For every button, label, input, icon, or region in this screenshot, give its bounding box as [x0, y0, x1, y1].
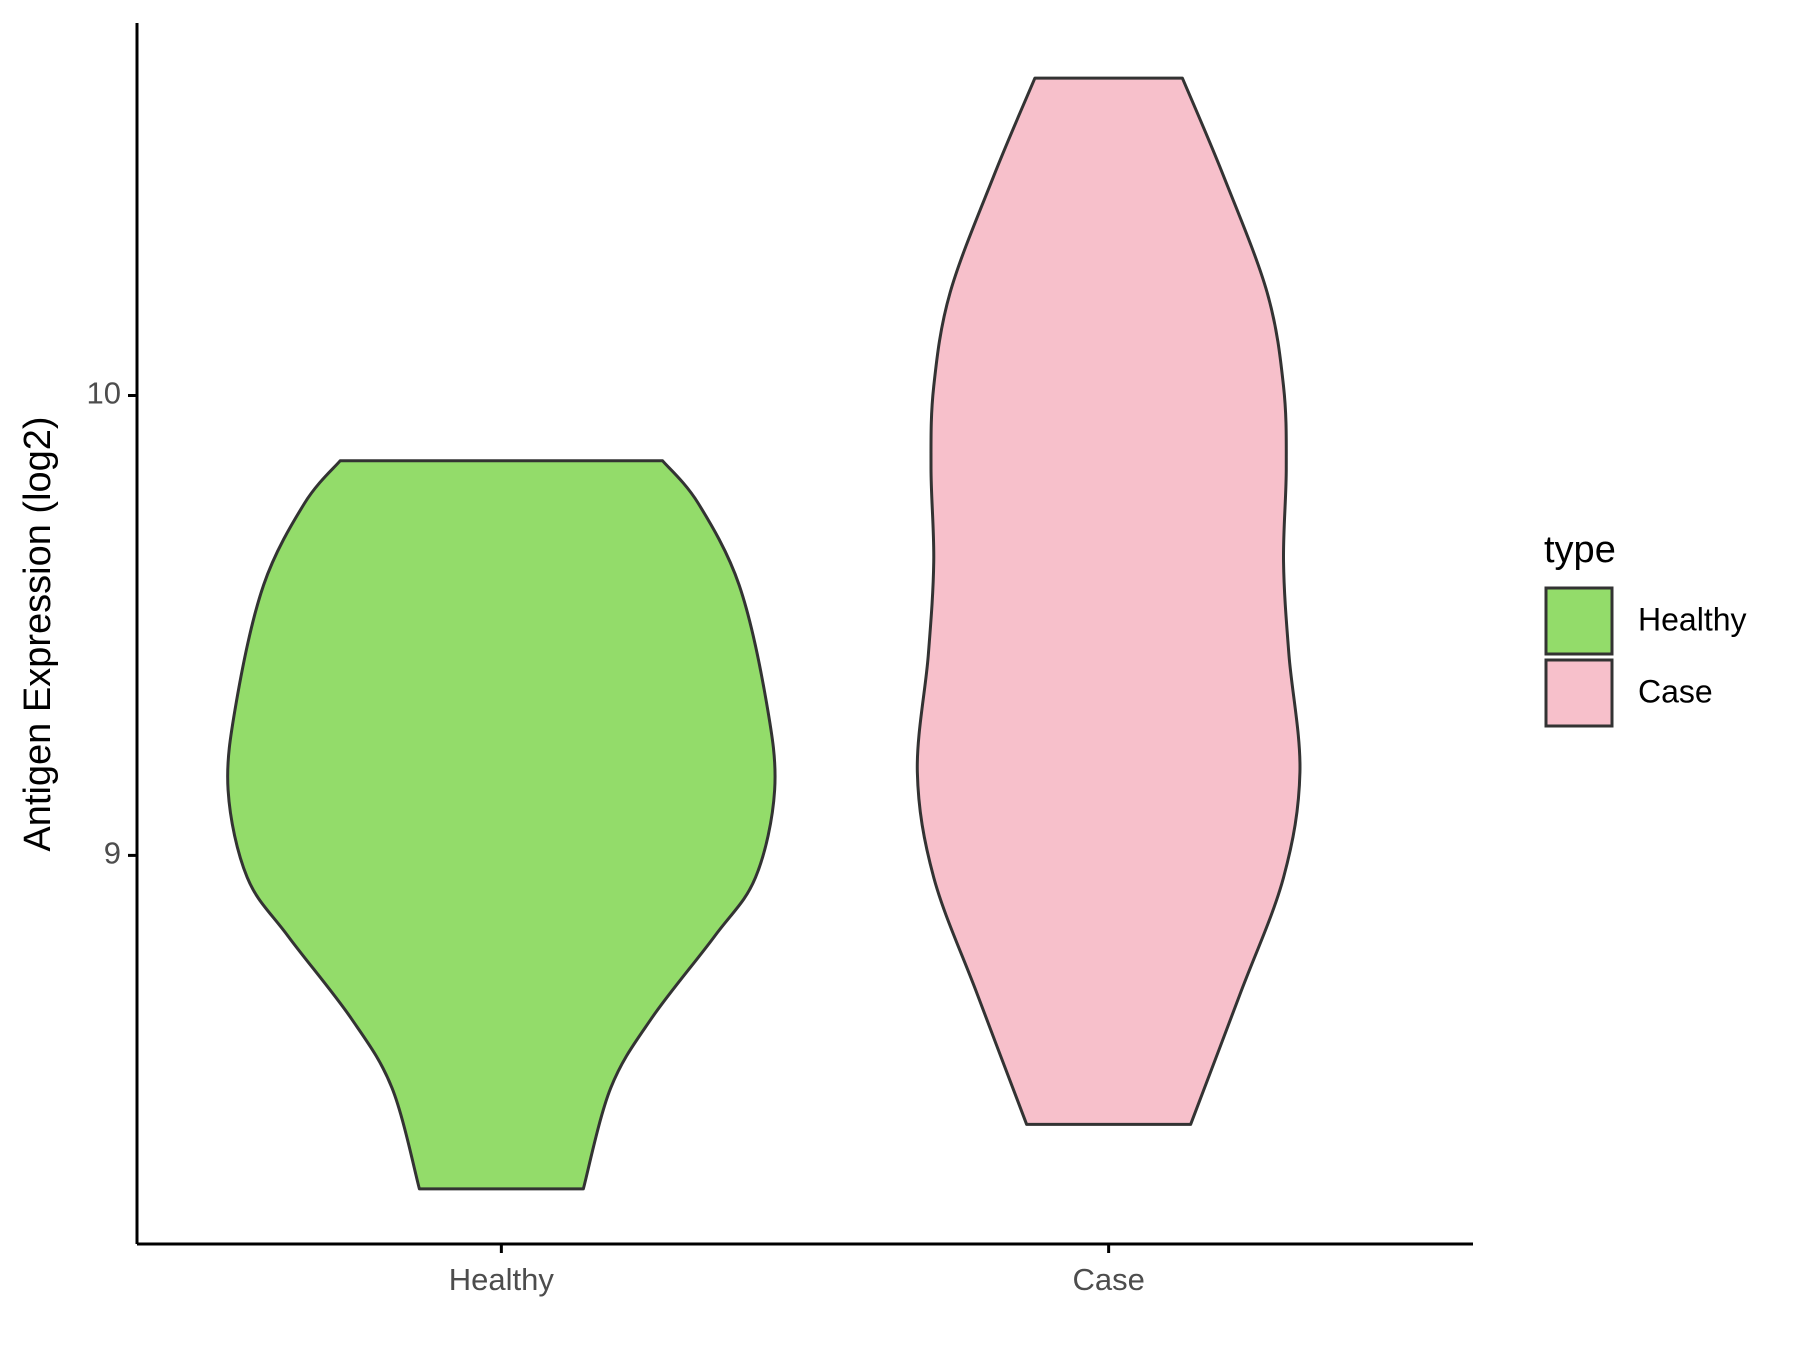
y-tick-label: 9 — [104, 836, 121, 871]
violin — [915, 76, 1302, 1126]
y-tick-label: 10 — [87, 376, 121, 411]
x-tick-label: Case — [1072, 1262, 1144, 1297]
violin — [226, 459, 777, 1191]
y-axis-label: Antigen Expression (log2) — [17, 416, 59, 851]
legend-title: type — [1544, 529, 1616, 571]
legend-label: Healthy — [1638, 601, 1747, 637]
legend-swatch — [1544, 586, 1614, 656]
legend-label: Case — [1638, 673, 1713, 709]
x-tick-label: Healthy — [449, 1262, 555, 1297]
legend-swatch — [1544, 658, 1614, 728]
